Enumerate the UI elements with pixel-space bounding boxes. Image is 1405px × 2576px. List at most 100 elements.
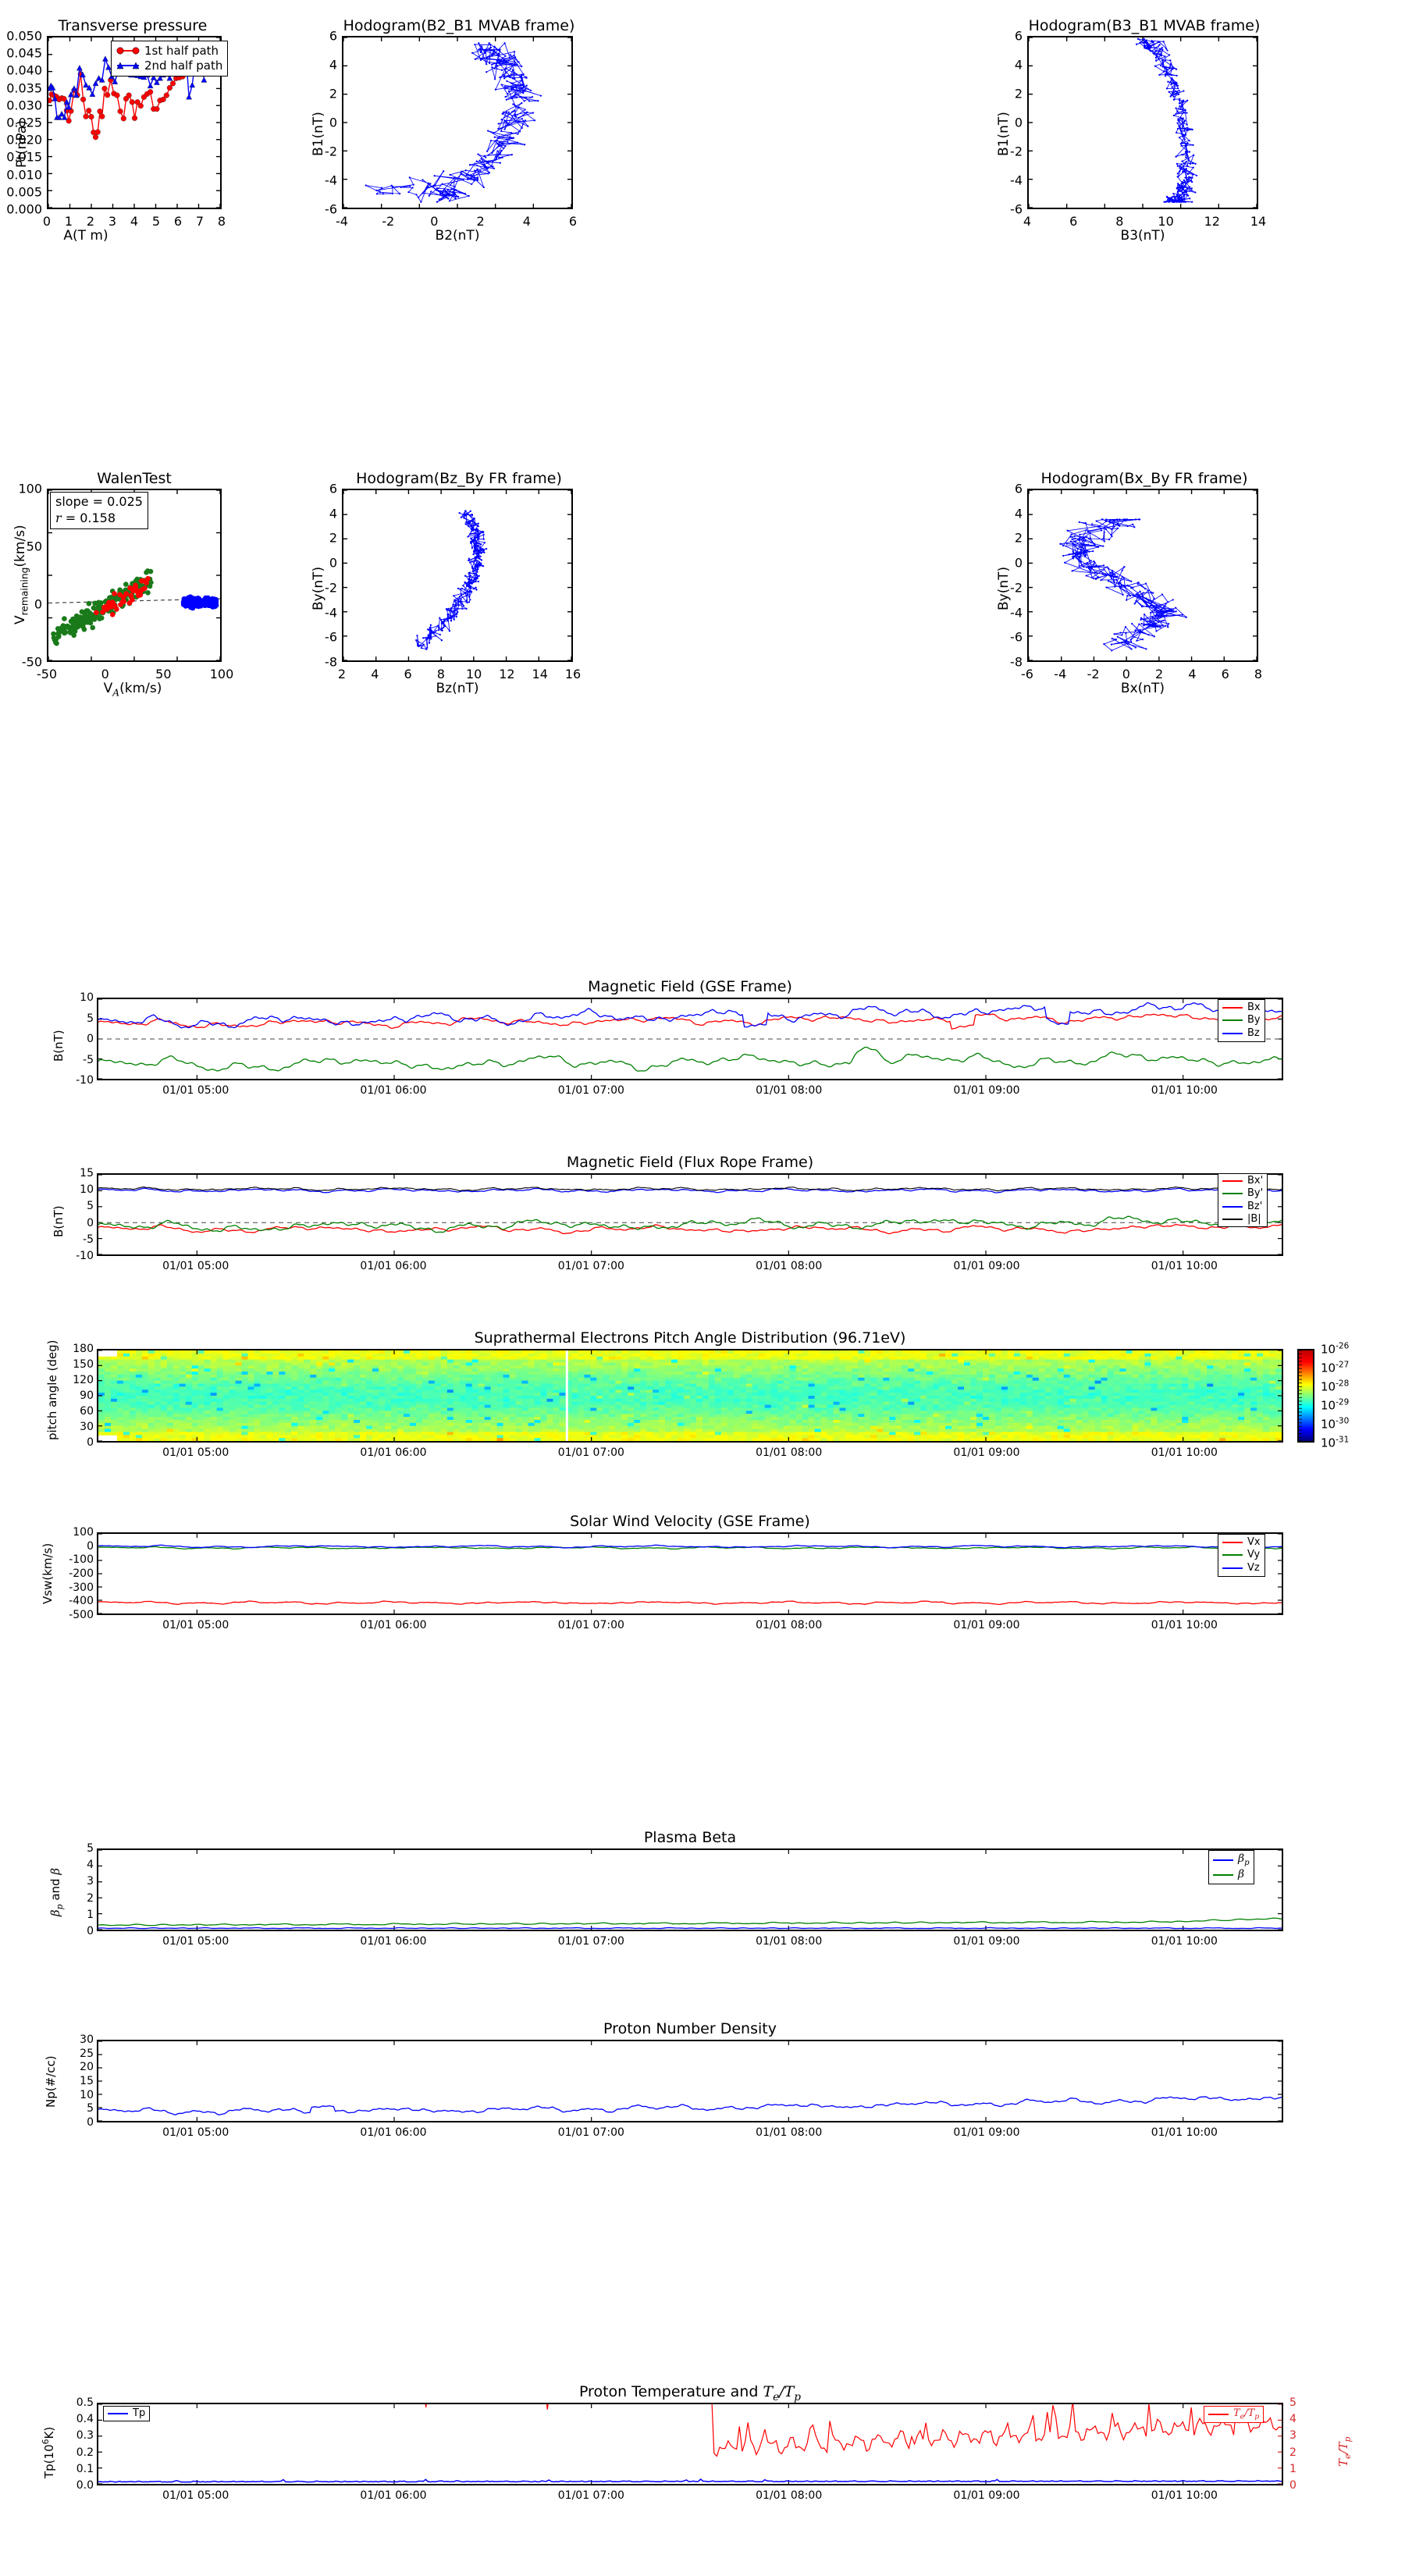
legend-row-by: By xyxy=(1222,1014,1261,1026)
y-tick-label: -100 xyxy=(69,1553,94,1567)
y-tick-label: 0 xyxy=(87,1216,94,1229)
x-tick-label: 01/01 10:00 xyxy=(1151,2126,1218,2139)
x-tick-label: 01/01 10:00 xyxy=(1151,2489,1218,2502)
x-tick-label: 01/01 10:00 xyxy=(1151,1084,1218,1097)
legend-beta[interactable]: βp β xyxy=(1208,1850,1254,1884)
legend-mag-gse[interactable]: Bx By Bz xyxy=(1218,999,1265,1042)
panel-title: Proton Temperature and Te/Tp xyxy=(578,2383,802,2403)
mag-gse-plot xyxy=(98,999,1282,1079)
panel-title: Hodogram(B3_B1 MVAB frame) xyxy=(1028,17,1261,34)
x-tick-label: 01/01 06:00 xyxy=(360,2489,427,2502)
x-tick-label: 01/01 05:00 xyxy=(162,1260,229,1272)
y-tick-label: 0 xyxy=(87,1033,94,1045)
npden-plot xyxy=(98,2041,1282,2121)
x-tick-label: 01/01 07:00 xyxy=(557,1260,624,1272)
x-tick-label: 8 xyxy=(1254,667,1263,681)
correlation-label: r = 0.158 xyxy=(55,510,116,525)
y-tick-label: -4 xyxy=(325,173,337,188)
legend-te-tp[interactable]: Te/Tp xyxy=(1204,2406,1264,2424)
y-tick-label: 50 xyxy=(26,539,42,554)
y-tick-label: -200 xyxy=(69,1567,94,1580)
x-tick-label: 01/01 07:00 xyxy=(557,1935,624,1948)
plot-frame xyxy=(97,998,1283,1080)
plot-frame xyxy=(97,2403,1283,2485)
y-tick-label: -2 xyxy=(325,580,337,596)
x-tick-label: 01/01 10:00 xyxy=(1151,1935,1218,1948)
y-tick-label: 5 xyxy=(87,1200,94,1213)
x-tick-label: 4 xyxy=(130,214,139,229)
y-tick-label: 0 xyxy=(329,555,337,571)
y-tick-label: 2 xyxy=(329,530,337,546)
plot-frame xyxy=(97,2040,1283,2122)
y-tick-label: -5 xyxy=(83,1053,94,1066)
plot-frame xyxy=(1027,489,1258,662)
y-tick-label: 0.020 xyxy=(6,132,42,148)
y-axis-label: Vsw(km/s) xyxy=(41,1542,55,1604)
panel-title: WalenTest xyxy=(97,470,172,487)
panel-title: Hodogram(Bx_By FR frame) xyxy=(1040,470,1248,487)
y-tick-label: 0.045 xyxy=(6,45,42,61)
legend-row-bxp: Bx' xyxy=(1222,1175,1263,1187)
x-tick-label: 01/01 08:00 xyxy=(756,2489,823,2502)
y-tick-label-right: 3 xyxy=(1289,2429,1297,2443)
x-tick-label: 0 xyxy=(1122,667,1130,681)
y-tick-label: 180 xyxy=(73,1343,94,1355)
x-tick-label: 01/01 07:00 xyxy=(557,2126,624,2139)
y-tick-label: 20 xyxy=(80,2061,94,2074)
y-tick-label: 30 xyxy=(80,1421,94,1433)
vsw-plot xyxy=(98,1534,1282,1614)
y-tick-label: 0 xyxy=(87,1925,94,1937)
x-tick-label: 14 xyxy=(532,667,548,681)
x-tick-label: 01/01 05:00 xyxy=(162,2489,229,2502)
y-tick-label: 0 xyxy=(1014,115,1023,130)
y-tick-label: -6 xyxy=(1010,201,1023,217)
legend-row-1st-half: 1st half path xyxy=(116,44,222,59)
legend-label: Bx xyxy=(1247,1002,1261,1013)
y-tick-label: 6 xyxy=(1014,28,1023,44)
hodogram-b2b1-plot xyxy=(343,37,571,208)
legend-mag-fr[interactable]: Bx' By' Bz' |B| xyxy=(1218,1173,1268,1227)
legend-transverse-pressure[interactable]: 1st half path 2nd half path xyxy=(111,41,229,76)
y-tick-label: -50 xyxy=(21,654,42,670)
panel-title: Hodogram(Bz_By FR frame) xyxy=(356,470,562,487)
y-tick-label: -10 xyxy=(76,1074,94,1087)
y-tick-label: 4 xyxy=(329,57,337,73)
x-tick-label: 8 xyxy=(1115,214,1124,229)
y-tick-label: 10 xyxy=(80,991,94,1004)
walen-test-plot xyxy=(48,490,220,660)
panel-title: Magnetic Field (Flux Rope Frame) xyxy=(566,1154,814,1171)
legend-row-bzp: Bz' xyxy=(1222,1201,1263,1213)
legend-row-2nd-half: 2nd half path xyxy=(116,59,222,73)
x-tick-label: 5 xyxy=(151,214,161,229)
y-tick-label: 0.000 xyxy=(6,201,42,217)
y-tick-label: -2 xyxy=(1010,144,1023,159)
x-tick-label: 10 xyxy=(465,667,482,681)
legend-label: Vy xyxy=(1247,1549,1261,1561)
y-tick-label: 0.015 xyxy=(6,149,42,165)
legend-vsw[interactable]: Vx Vy Vz xyxy=(1218,1534,1265,1577)
y-tick-label: -400 xyxy=(69,1595,94,1608)
y-tick-label: 2 xyxy=(329,86,337,101)
colorbar-tick-label: 10-30 xyxy=(1321,1416,1350,1432)
y-tick-label: 0 xyxy=(87,2116,94,2129)
panel-title: Solar Wind Velocity (GSE Frame) xyxy=(570,1513,810,1530)
beta-plot xyxy=(98,1850,1282,1930)
legend-label: Bz' xyxy=(1247,1200,1263,1212)
y-tick-label: 0.025 xyxy=(6,115,42,130)
y-tick-label-right: 5 xyxy=(1289,2396,1297,2409)
x-axis-label: Bz(nT) xyxy=(436,681,479,696)
legend-label: Bz xyxy=(1247,1026,1260,1039)
plot-frame xyxy=(342,489,573,662)
legend-tp[interactable]: Tp xyxy=(103,2406,151,2422)
legend-row-byp: By' xyxy=(1222,1187,1263,1200)
x-tick-label: 01/01 06:00 xyxy=(360,2126,427,2139)
y-tick-label: 30 xyxy=(80,2033,94,2046)
legend-label: 2nd half path xyxy=(144,58,223,73)
legend-label: βp xyxy=(1238,1852,1250,1867)
y-tick-label: -500 xyxy=(69,1609,94,1621)
x-tick-label: 01/01 08:00 xyxy=(756,1260,823,1272)
x-tick-label: 100 xyxy=(209,667,234,681)
hodogram-b3b1-plot xyxy=(1029,37,1257,208)
legend-row-vz: Vz xyxy=(1222,1562,1261,1574)
x-tick-label: 01/01 07:00 xyxy=(557,1446,624,1459)
